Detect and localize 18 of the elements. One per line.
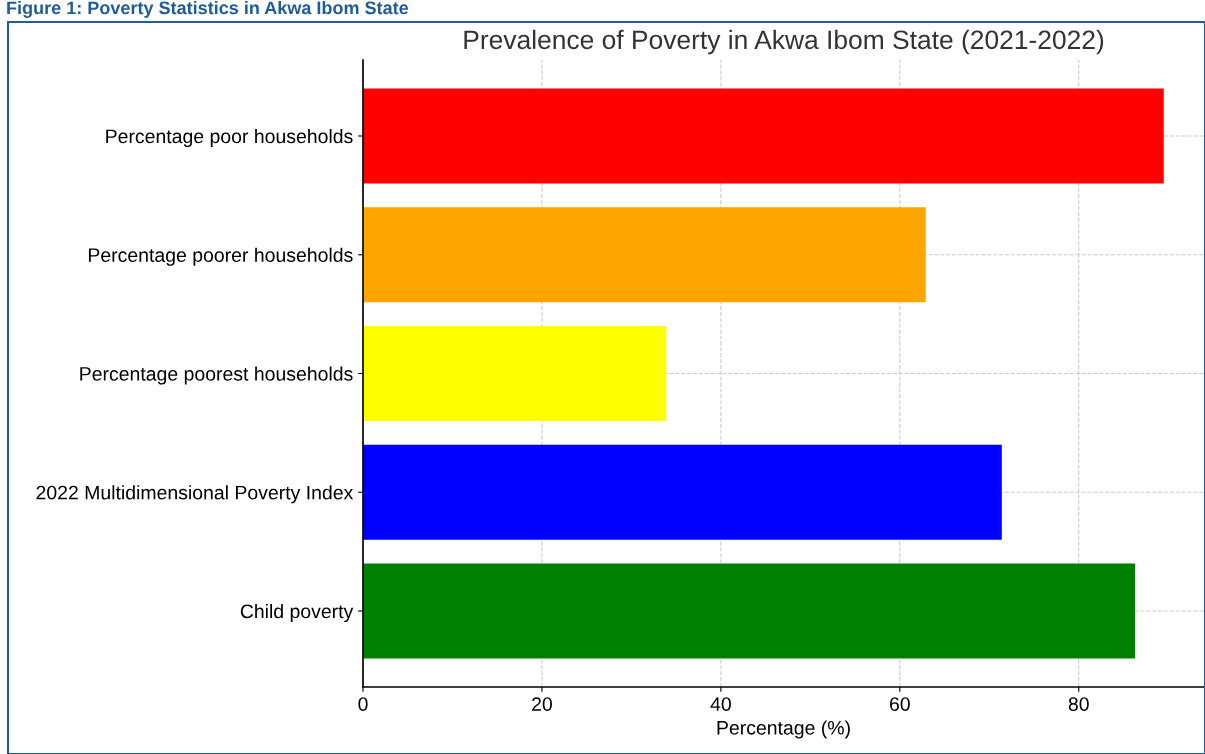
x-tick-label: 0 [358, 697, 368, 711]
y-tick-label: Percentage poorest households [80, 366, 353, 385]
chart-title: Prevalence of Poverty in Akwa Ibom State (2021-2022) [464, 29, 1104, 55]
y-tick-label: Percentage poorer households [88, 247, 353, 266]
bar [363, 326, 667, 421]
x-tick-label: 40 [710, 697, 731, 711]
x-axis-title: Percentage (%) [717, 720, 850, 739]
bar [363, 444, 1002, 540]
bar [363, 88, 1164, 184]
bar [363, 563, 1136, 659]
y-tick-label: Percentage poor households [106, 128, 353, 148]
x-tick-label: 20 [532, 697, 552, 711]
bar [363, 207, 926, 303]
x-tick-label: 60 [889, 697, 910, 711]
y-tick-label: 2022 Multidimensional Poverty Index [36, 485, 354, 504]
caption: Figure 1: Poverty Statistics in Akwa Ibom State [7, 1, 409, 18]
x-tick-label: 80 [1068, 697, 1089, 711]
y-tick-label: Child poverty [240, 603, 354, 623]
